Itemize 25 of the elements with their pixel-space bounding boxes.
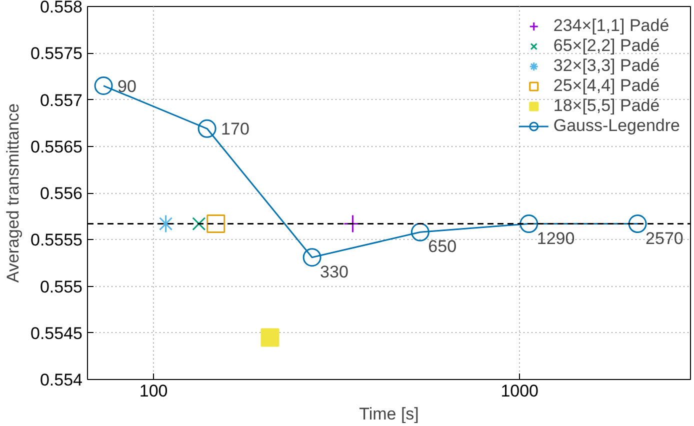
- x-tick-label: 1000: [500, 382, 539, 400]
- annotation: 170: [221, 120, 250, 139]
- y-tick-label: 0.556: [40, 184, 83, 203]
- annotation: 330: [320, 262, 348, 282]
- x-axis-title: Time [s]: [359, 404, 419, 424]
- legend-label: 25×[4,4] Padé: [553, 76, 660, 96]
- annotation: 1290: [536, 228, 575, 248]
- annotation: 2570: [646, 228, 684, 248]
- legend-label: Gauss-Legendre: [553, 116, 680, 136]
- y-tick-label: 0.5575: [30, 44, 83, 64]
- y-tick-label: 0.555: [40, 277, 83, 296]
- legend-label: 65×[2,2] Padé: [553, 36, 660, 56]
- legend-label: 32×[3,3] Padé: [553, 56, 660, 76]
- y-tick-label: 0.5565: [30, 137, 83, 156]
- y-tick-label: 0.557: [40, 90, 83, 110]
- legend-label: 18×[5,5] Padé: [553, 96, 660, 116]
- legend-label: 234×[1,1] Padé: [553, 16, 670, 36]
- y-tick-label: 0.5545: [30, 324, 83, 343]
- x-tick-label: 100: [139, 382, 168, 400]
- annotation: 90: [118, 76, 136, 96]
- annotation: 650: [428, 237, 457, 256]
- y-tick-label: 0.554: [40, 370, 83, 390]
- y-axis-title: Averaged transmittance: [4, 103, 23, 283]
- y-tick-label: 0.558: [40, 0, 83, 16]
- y-tick-label: 0.5555: [30, 230, 83, 250]
